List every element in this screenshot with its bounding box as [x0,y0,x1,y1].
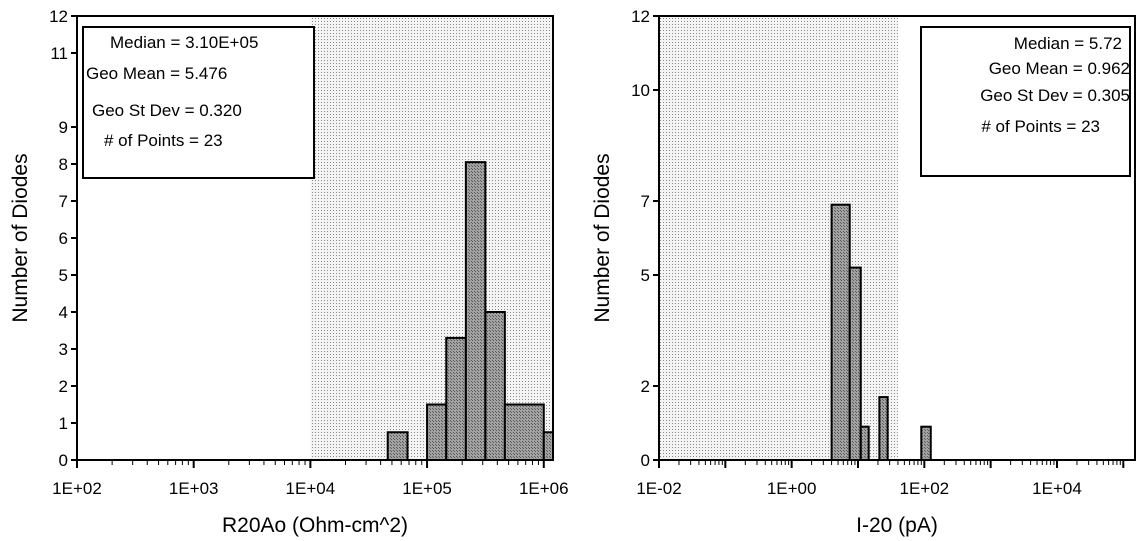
x-tick-label: 1E+03 [169,479,219,498]
histogram-bar [859,425,870,462]
y-tick-label: 5 [641,266,650,285]
y-tick-label: 7 [641,192,650,211]
y-axis-title: Number of Diodes [9,153,32,322]
y-tick-label: 12 [49,7,68,26]
x-axis-title: R20Ao (Ohm-cm^2) [222,514,408,537]
x-axis-title: I-20 (pA) [856,514,938,537]
x-tick-label: 1E-02 [636,479,681,498]
x-tick-label: 1E+04 [1032,479,1082,498]
y-tick-label: 12 [631,7,650,26]
stats-box [920,26,1131,177]
y-tick-label: 11 [50,44,68,63]
y-tick-label: 10 [631,81,650,100]
stats-geo-mean: Geo Mean = 0.962 [989,59,1130,78]
histogram-bar [386,431,409,461]
y-tick-label: 1 [59,414,68,433]
histogram-bar [830,203,851,461]
x-tick-label: 1E+04 [286,479,336,498]
stats-median: Median = 3.10E+05 [110,33,258,52]
stats-points: # of Points = 23 [104,131,223,150]
stats-points: # of Points = 23 [981,117,1100,136]
y-tick-label: 2 [641,377,650,396]
stats-geo-st-dev: Geo St Dev = 0.320 [92,101,242,120]
stats-box [82,26,315,179]
y-tick-label: 4 [59,303,68,322]
stats-geo-mean: Geo Mean = 5.476 [86,64,227,83]
x-tick-label: 1E+02 [52,479,102,498]
plot-frame [658,15,1136,461]
x-tick-label: 1E+00 [767,479,817,498]
histogram-bar [503,403,545,461]
stats-geo-st-dev: Geo St Dev = 0.305 [980,86,1130,105]
y-tick-label: 9 [59,118,68,137]
x-tick-label: 1E+05 [402,479,452,498]
shaded-region [659,16,898,460]
y-tick-label: 6 [59,229,68,248]
histogram-bar [426,403,448,461]
y-tick-label: 7 [59,192,68,211]
x-tick-label: 1E+02 [900,479,950,498]
histogram-bar [920,425,932,462]
y-tick-label: 5 [59,266,68,285]
shaded-region [310,16,553,460]
stats-median: Median = 5.72 [1014,34,1122,53]
y-tick-label: 0 [641,451,650,470]
i20-histogram: 0 2 5 7 10 12 1E-02 1E+00 1E+02 1E+04 I-20 (pA) Num… [591,7,1136,537]
y-axis-title: Number of Diodes [591,153,614,322]
histogram-bar [542,431,554,461]
x-tick-label: 1E+06 [519,479,569,498]
histogram-bar [848,266,862,461]
y-tick-label: 3 [59,340,68,359]
y-tick-label: 2 [59,377,68,396]
histogram-bar [464,161,487,461]
histogram-bar [484,311,506,461]
y-tick-label: 0 [59,451,68,470]
histogram-bar [445,336,467,461]
histogram-bar [878,396,889,462]
y-tick-label: 8 [59,155,68,174]
